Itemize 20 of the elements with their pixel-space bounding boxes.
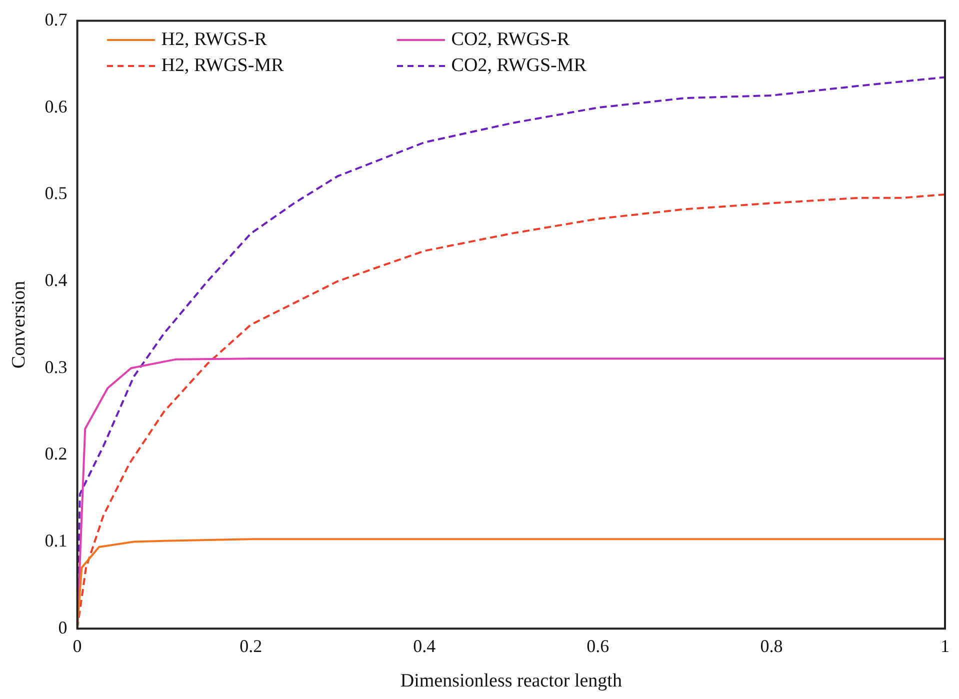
y-tick-label: 0.3 [44,356,68,377]
y-axis-title: Conversion [8,280,30,369]
legend-label: H2, RWGS-R [161,28,267,51]
y-tick-label: 0.6 [44,96,68,116]
x-tick-label: 0.2 [240,636,262,656]
legend-label: CO2, RWGS-MR [451,54,586,77]
legend-label: CO2, RWGS-R [451,28,570,51]
y-tick-label: 0.1 [44,530,68,551]
x-tick-label: 0.4 [413,636,436,656]
y-tick-label: 0.4 [44,270,68,290]
y-tick-label: 0 [58,617,68,638]
y-tick-label: 0.7 [44,10,68,30]
legend-label: H2, RWGS-MR [161,54,284,77]
y-tick-label: 0.5 [44,183,68,204]
y-tick-label: 0.2 [44,444,68,464]
x-tick-label: 0.8 [760,636,783,656]
x-axis-title: Dimensionless reactor length [400,670,622,692]
x-tick-label: 1 [940,636,950,656]
x-tick-label: 0 [72,636,82,656]
x-tick-label: 0.6 [586,636,610,656]
